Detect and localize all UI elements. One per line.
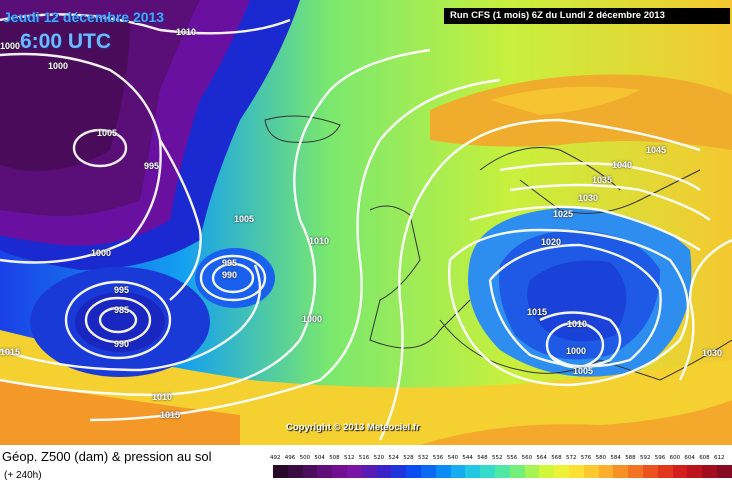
legend-swatch [317, 465, 333, 478]
legend-tick-label: 532 [418, 455, 429, 461]
legend-tick-label: 604 [684, 455, 695, 461]
run-info: Run CFS (1 mois) 6Z du Lundi 2 décembre … [444, 8, 730, 24]
legend-tick-label: 540 [447, 455, 459, 461]
weather-map: 1000 1010 1000 1005 995 1005 1000 1010 9… [0, 0, 732, 445]
map-date: Jeudi 12 décembre 2013 [3, 9, 165, 25]
legend-swatch [376, 465, 392, 478]
legend-tick-label: 556 [506, 455, 518, 461]
isobar-label: 1010 [567, 319, 588, 329]
legend-swatch [435, 465, 451, 478]
legend-swatch [524, 465, 540, 478]
legend-tick-label: 516 [358, 455, 370, 461]
legend-tick-label: 596 [654, 455, 666, 461]
legend-tick-label: 512 [344, 455, 355, 461]
legend-swatch [421, 465, 436, 478]
legend-tick-label: 580 [595, 455, 607, 461]
legend-tick-label: 544 [462, 455, 473, 461]
isobar-label: 1000 [566, 346, 587, 356]
isobar-label: 1010 [309, 236, 330, 246]
legend-swatch [657, 465, 673, 478]
legend-swatch [702, 465, 717, 478]
isobar-label: 1015 [527, 307, 548, 317]
legend-swatch [273, 465, 288, 478]
legend-swatch [569, 465, 584, 478]
legend-swatch [672, 465, 688, 478]
isobar-label: 1020 [541, 237, 562, 247]
legend-swatch [539, 465, 555, 478]
legend-swatch [717, 465, 732, 478]
isobar-label: 985 [114, 305, 130, 315]
legend-swatch [583, 465, 599, 478]
legend-tick-label: 524 [388, 455, 399, 461]
legend-swatch [347, 465, 362, 478]
legend-swatch [465, 465, 481, 478]
legend-swatch [302, 465, 318, 478]
isobar-label: 1005 [234, 214, 255, 224]
isobar-label: 1000 [91, 248, 112, 258]
legend-tick-label: 592 [640, 455, 651, 461]
legend-tick-label: 572 [566, 455, 577, 461]
isobar-label: 1030 [702, 348, 723, 358]
legend-tick-label: 568 [551, 455, 562, 461]
lead-time-label: (+ 240h) [4, 470, 42, 481]
legend-swatch [554, 465, 569, 478]
legend-swatch [687, 465, 703, 478]
legend-tick-label: 600 [669, 455, 681, 461]
legend-tick-label: 608 [699, 455, 710, 461]
legend-swatch [509, 465, 525, 478]
legend-swatch [480, 465, 495, 478]
isobar-label: 1010 [176, 27, 197, 37]
isobar-label: 1005 [97, 128, 118, 138]
legend-tick-label: 560 [521, 455, 533, 461]
legend-swatch [332, 465, 347, 478]
copyright-notice: Copyright © 2013 Meteociel.fr [286, 422, 420, 433]
legend-tick-label: 588 [625, 455, 636, 461]
field-label: Géop. Z500 (dam) & pression au sol [2, 449, 212, 464]
isobar-label: 990 [222, 270, 238, 280]
isobar-label: 990 [114, 339, 130, 349]
legend-swatch [361, 465, 377, 478]
isobar-label: 1015 [160, 410, 181, 420]
legend-swatch [391, 465, 407, 478]
legend-tick-label: 500 [299, 455, 311, 461]
legend-swatch [598, 465, 614, 478]
legend-tick-label: 564 [536, 455, 547, 461]
legend-swatch [628, 465, 643, 478]
legend-tick-label: 528 [403, 455, 414, 461]
isobar-label: 1040 [612, 160, 633, 170]
legend-tick-label: 584 [610, 455, 621, 461]
legend-tick-label: 536 [432, 455, 444, 461]
isobar-label: 1000 [48, 61, 69, 71]
isobar-label: 1030 [578, 193, 599, 203]
legend-bar: Géop. Z500 (dam) & pression au sol (+ 24… [0, 445, 732, 488]
legend-tick-label: 612 [714, 455, 725, 461]
isobar-label: 1045 [646, 145, 667, 155]
isobar-label: 1005 [573, 366, 594, 376]
legend-tick-label: 548 [477, 455, 488, 461]
legend-swatch [613, 465, 629, 478]
legend-swatch [406, 465, 421, 478]
legend-tick-label: 552 [492, 455, 503, 461]
isobar-label: 1000 [0, 41, 21, 51]
isobar-label: 1010 [152, 392, 173, 402]
isobar-label: 995 [114, 285, 130, 295]
legend-tick-label: 520 [373, 455, 385, 461]
legend-tick-label: 496 [284, 455, 296, 461]
isobar-label: 1000 [302, 314, 323, 324]
isobar-label: 1035 [592, 175, 613, 185]
legend-tick-label: 492 [270, 455, 281, 461]
legend-tick-label: 504 [314, 455, 325, 461]
legend-tick-label: 576 [580, 455, 592, 461]
isobar-label: 995 [144, 161, 160, 171]
legend-tick-label: 508 [329, 455, 340, 461]
legend-swatch [495, 465, 510, 478]
isobar-label: 1025 [553, 209, 574, 219]
legend-swatch [287, 465, 303, 478]
legend-swatch [450, 465, 466, 478]
isobar-label: 995 [222, 258, 238, 268]
isobar-label: 1015 [0, 347, 21, 357]
map-time: 6:00 UTC [20, 30, 112, 53]
legend-swatch [643, 465, 658, 478]
